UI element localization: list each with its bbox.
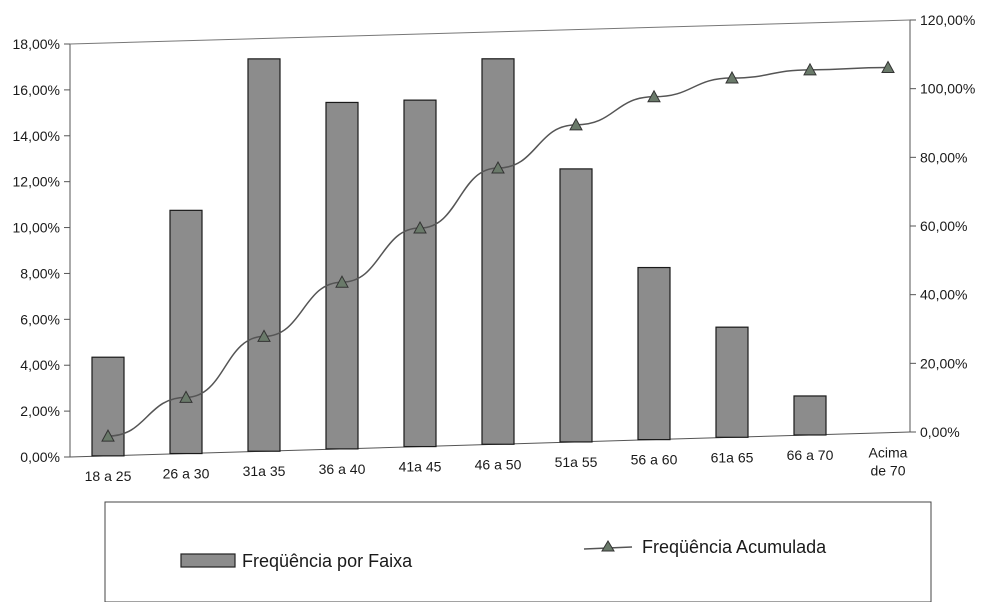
right-tick-label: 40,00% <box>920 287 967 303</box>
x-tick-label: 26 a 30 <box>163 466 210 482</box>
cumulative-point-3 <box>335 275 349 288</box>
x-tick-label: 46 a 50 <box>475 456 522 472</box>
right-tick-label: 0,00% <box>920 424 960 440</box>
bar-8 <box>715 326 749 438</box>
legend: Freqüência por Faixa Freqüência Acumulad… <box>104 501 932 602</box>
x-tick-label: 36 a 40 <box>319 461 366 477</box>
bar-series <box>91 58 827 457</box>
cumulative-point-9 <box>803 62 817 76</box>
cumulative-point-10 <box>881 60 895 73</box>
cumulative-point-4 <box>413 220 427 234</box>
right-tick-label: 20,00% <box>920 355 967 371</box>
bar-2 <box>247 58 281 452</box>
bar-9 <box>793 395 827 436</box>
bar-1 <box>169 209 203 455</box>
legend-label-line: Freqüência Acumulada <box>642 537 827 557</box>
legend-frame <box>104 501 932 602</box>
cumulative-point-5 <box>491 160 505 174</box>
x-tick-label: 66 a 70 <box>787 447 834 463</box>
tick-labels: 0,00% 2,00% 4,00% 6,00% 8,00% 10,00% 12,00% 14,… <box>13 12 976 484</box>
x-tick-label: Acima <box>869 445 908 461</box>
right-tick-label: 60,00% <box>920 218 967 234</box>
cumulative-point-0 <box>101 429 115 442</box>
left-tick-label: 8,00% <box>20 265 60 281</box>
left-tick-label: 16,00% <box>13 82 60 98</box>
legend-triangle-marker <box>601 540 615 552</box>
x-tick-label: 18 a 25 <box>85 468 132 484</box>
cumulative-point-8 <box>725 70 739 84</box>
x-tick-label: 41a 45 <box>399 459 442 475</box>
x-tick-label: de 70 <box>870 463 905 479</box>
x-tick-label: 56 a 60 <box>631 452 678 468</box>
left-tick-label: 2,00% <box>20 403 60 419</box>
left-tick-label: 18,00% <box>13 36 60 52</box>
cumulative-point-6 <box>569 117 583 131</box>
legend-bar-swatch <box>180 553 236 568</box>
bar-6 <box>559 168 593 443</box>
left-tick-label: 12,00% <box>13 174 60 190</box>
cumulative-point-7 <box>647 89 661 103</box>
left-tick-label: 10,00% <box>13 220 60 236</box>
legend-label-bars: Freqüência por Faixa <box>242 551 413 571</box>
left-tick-label: 0,00% <box>20 449 60 465</box>
plot-top-border <box>69 19 911 45</box>
cumulative-point-1 <box>179 390 193 403</box>
left-tick-label: 6,00% <box>20 311 60 327</box>
cumulative-point-2 <box>257 329 271 342</box>
left-tick-label: 14,00% <box>13 128 60 144</box>
right-tick-label: 120,00% <box>920 12 975 28</box>
bar-5 <box>481 58 515 445</box>
x-tick-label: 31a 35 <box>243 463 286 479</box>
cumulative-line-series <box>101 60 895 442</box>
x-tick-label: 51a 55 <box>555 454 598 470</box>
x-tick-label: 61a 65 <box>711 449 754 465</box>
bar-7 <box>637 266 671 441</box>
right-tick-label: 100,00% <box>920 81 975 97</box>
left-tick-label: 4,00% <box>20 357 60 373</box>
right-tick-label: 80,00% <box>920 149 967 165</box>
bar-4 <box>403 99 437 448</box>
